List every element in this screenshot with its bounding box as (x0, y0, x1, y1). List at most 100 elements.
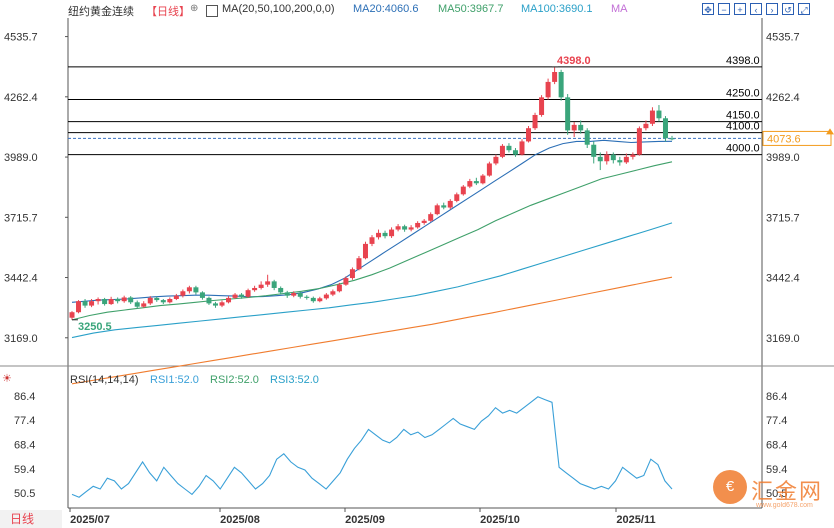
price-arrow-icon (826, 128, 834, 135)
candle-body (69, 312, 75, 318)
candle-body (343, 278, 349, 285)
candle-body (323, 294, 329, 299)
candle-body (167, 298, 173, 303)
rsi-label: RSI(14,14,14) (70, 374, 139, 386)
ma50-value: MA50:3967.7 (438, 3, 504, 15)
settings-icon[interactable]: ⊕ (190, 3, 199, 14)
rsi-tick-left: 86.4 (14, 391, 35, 403)
candle-body (362, 243, 368, 259)
fullscreen-icon[interactable]: ⤢ (798, 3, 810, 15)
candle-body (369, 237, 375, 244)
candle-body (630, 154, 636, 157)
candle-body (610, 154, 616, 161)
rsi1-value: RSI1:52.0 (150, 374, 199, 386)
candle-body (89, 301, 95, 306)
candle-body (108, 298, 114, 305)
price-tick-left: 4535.7 (4, 32, 38, 44)
candle-body (147, 297, 153, 304)
candle-body (121, 297, 127, 302)
candle-body (558, 71, 564, 98)
candle-body (643, 123, 649, 129)
candle-body (473, 181, 479, 184)
candle-body (565, 97, 571, 131)
candle-body (82, 301, 88, 306)
candle-body (212, 303, 218, 306)
candle-body (656, 110, 662, 119)
ma-toggle-icon[interactable] (206, 5, 218, 17)
level-label: 4100.0 (726, 121, 760, 133)
candle-body (499, 145, 505, 157)
candle-body (447, 200, 453, 208)
candle-body (506, 145, 512, 151)
candle-body (545, 81, 551, 98)
candle-body (239, 294, 245, 297)
rsi-tick-left: 50.5 (14, 488, 35, 500)
x-tick-label: 2025/07 (70, 514, 110, 526)
rsi-tick-right: 59.4 (766, 464, 787, 476)
rsi2-value: RSI2:52.0 (210, 374, 259, 386)
ma-extra: MA (611, 3, 628, 15)
candle-body (284, 292, 290, 296)
left-icon[interactable]: ‹ (750, 3, 762, 15)
right-icon[interactable]: › (766, 3, 778, 15)
candle-body (180, 291, 186, 296)
x-tick-label: 2025/11 (616, 514, 655, 526)
ma-line-ma20 (71, 139, 673, 303)
rsi-tick-right: 86.4 (766, 391, 787, 403)
watermark-url: www.gold678.com (756, 502, 813, 509)
candle-body (591, 144, 597, 157)
candle-body (356, 258, 362, 270)
candle-body (382, 232, 388, 237)
price-tick-left: 3715.7 (4, 212, 38, 224)
current-price-tag (762, 130, 832, 146)
sun-icon[interactable]: ☀ (2, 373, 12, 385)
candle-body (245, 290, 251, 297)
candle-body (669, 138, 675, 140)
period-button[interactable]: 日线 (0, 510, 62, 528)
ma-line-ma50 (71, 161, 673, 321)
period-tag[interactable]: 【日线】 (146, 6, 190, 18)
reset-icon[interactable]: ↺ (782, 3, 794, 15)
candle-body (349, 269, 355, 279)
level-label: 4398.0 (726, 55, 760, 67)
ma20-value: MA20:4060.6 (353, 3, 419, 15)
rsi-tick-left: 59.4 (14, 464, 35, 476)
low-label: 3250.5 (78, 321, 112, 333)
symbol-title: 纽约黄金连续 (68, 6, 134, 18)
plus-icon[interactable]: + (734, 3, 746, 15)
candle-body (467, 181, 473, 187)
candle-body (617, 160, 623, 163)
candle-body (428, 214, 434, 221)
candle-body (441, 205, 447, 208)
candle-body (310, 297, 316, 302)
rsi-line (71, 396, 673, 498)
candle-body (291, 293, 297, 296)
candle-body (597, 156, 603, 162)
candle-body (128, 297, 134, 303)
rsi3-value: RSI3:52.0 (270, 374, 319, 386)
candle-body (278, 287, 284, 293)
candle-body (193, 287, 199, 293)
move-icon[interactable]: ✥ (702, 3, 714, 15)
candle-body (415, 222, 421, 228)
candle-body (304, 296, 310, 298)
price-tick-right: 3442.4 (766, 273, 800, 285)
high-label: 4398.0 (557, 55, 591, 67)
price-tick-right: 3715.7 (766, 212, 800, 224)
candle-body (539, 97, 545, 115)
rsi-tick-right: 68.4 (766, 440, 787, 452)
candle-body (141, 303, 147, 307)
ma-line-ma100 (71, 222, 673, 339)
candle-body (578, 124, 584, 131)
ma-label: MA(20,50,100,200,0,0) (222, 3, 335, 15)
candle-body (330, 291, 336, 295)
candle-body (76, 301, 82, 313)
ma100-value: MA100:3690.1 (521, 3, 593, 15)
candle-body (526, 128, 532, 142)
minus-icon[interactable]: − (718, 3, 730, 15)
candle-body (102, 298, 108, 305)
watermark-text: 汇金网 (751, 479, 824, 504)
price-tick-right: 3989.0 (766, 152, 800, 164)
x-tick-label: 2025/10 (480, 514, 520, 526)
candle-body (480, 175, 486, 184)
